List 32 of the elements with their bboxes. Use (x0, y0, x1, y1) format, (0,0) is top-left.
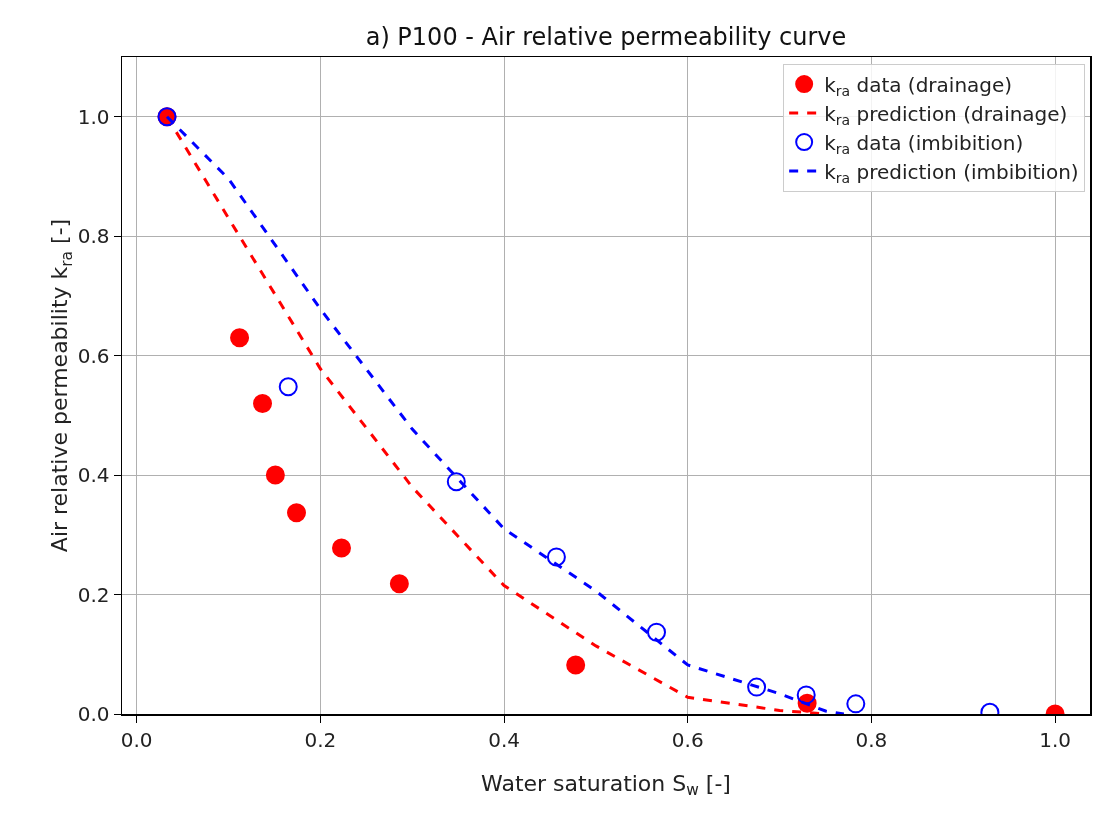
point (647, 622, 667, 642)
x-tick-label: 0.4 (488, 727, 520, 752)
point (332, 538, 351, 558)
point (265, 465, 285, 485)
x-tick-label: 0.8 (855, 727, 888, 752)
x-tick-label: 1.0 (1039, 727, 1072, 752)
chart-title: a) P100 - Air relative permeability curve (365, 23, 847, 52)
y-tick-label: 0.6 (77, 343, 110, 368)
y-tick-label: 0.4 (77, 463, 110, 488)
point (446, 472, 466, 492)
legend-label: k$_{ra}$ data (imbibition) (824, 130, 1024, 158)
point (546, 547, 566, 567)
point (230, 328, 250, 348)
point (287, 503, 306, 523)
legend-label: k$_{ra}$ prediction (imbibition) (824, 159, 1079, 187)
x-tick-label: 0.0 (120, 727, 153, 752)
legend-label: k$_{ra}$ prediction (drainage) (824, 101, 1068, 129)
x-tick-label: 0.2 (304, 727, 337, 752)
y-tick-label: 0.8 (77, 224, 110, 249)
x-tick-label: 0.6 (671, 727, 704, 752)
y-tick-label: 1.0 (77, 104, 110, 129)
point (566, 655, 586, 675)
point (278, 377, 298, 397)
legend-label: k$_{ra}$ data (drainage) (824, 72, 1013, 100)
point (747, 677, 767, 697)
y-tick-label: 0.2 (77, 582, 110, 607)
point (389, 574, 409, 594)
y-tick-label: 0.0 (77, 702, 110, 726)
point (846, 694, 866, 714)
point (796, 685, 816, 705)
x-axis-title: Water saturation S$_{w}$ [-] (481, 770, 731, 800)
point (253, 393, 273, 413)
